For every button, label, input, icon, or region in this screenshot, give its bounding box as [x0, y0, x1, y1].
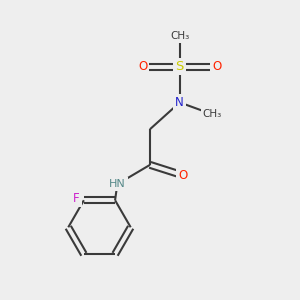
- Text: CH₃: CH₃: [170, 31, 189, 40]
- Text: O: O: [178, 169, 187, 182]
- Text: O: O: [138, 60, 147, 73]
- Text: HN: HN: [109, 179, 126, 189]
- Text: S: S: [176, 60, 184, 73]
- Text: F: F: [73, 192, 80, 205]
- Text: CH₃: CH₃: [203, 109, 222, 119]
- Text: O: O: [212, 60, 221, 73]
- Text: N: N: [175, 96, 184, 109]
